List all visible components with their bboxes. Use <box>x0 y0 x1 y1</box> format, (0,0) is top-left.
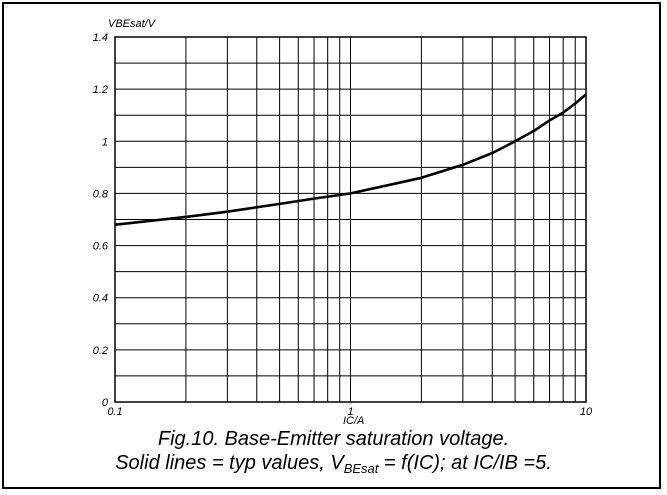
y-tick-label: 0.2 <box>93 345 108 357</box>
series-group <box>114 93 587 226</box>
x-tick-label: 0.1 <box>107 406 122 418</box>
x-tick-label: 1 <box>347 406 353 418</box>
y-axis-label: VBEsat/V <box>108 18 157 30</box>
plot-border <box>114 36 587 403</box>
caption-line-2-prefix: Solid lines = typ values, V <box>115 452 344 474</box>
y-tick-labels: 0 0.2 0.4 0.6 0.8 1 1.2 1.4 <box>93 32 109 409</box>
y-tick-label: 1.2 <box>93 84 108 96</box>
y-tick-label: 0 <box>102 397 109 409</box>
series-line <box>114 93 587 226</box>
y-tick-label: 1 <box>102 136 108 148</box>
y-tick-label: 1.4 <box>93 32 108 44</box>
x-tick-labels: 0.1 1 10 <box>107 406 593 418</box>
chart: 0 0.2 0.4 0.6 0.8 1 1.2 1.4 0.1 1 10 VBEsat/V IC/… <box>93 18 593 427</box>
y-tick-label: 0.6 <box>93 241 109 253</box>
figure-frame <box>2 2 661 489</box>
x-axis-label: IC/A <box>343 415 364 427</box>
caption-subscript: BEsat <box>343 461 379 476</box>
caption-line-1: Fig.10. Base-Emitter saturation voltage. <box>157 428 510 450</box>
y-tick-label: 0.8 <box>93 188 109 200</box>
caption-line-2: Solid lines = typ values, VBEsat = f(IC)… <box>0 451 667 475</box>
x-tick-label: 10 <box>580 406 593 418</box>
y-tick-label: 0.4 <box>93 293 108 305</box>
grid-lines <box>115 37 586 402</box>
caption-line-2-suffix: = f(IC); at IC/IB =5. <box>378 452 552 474</box>
